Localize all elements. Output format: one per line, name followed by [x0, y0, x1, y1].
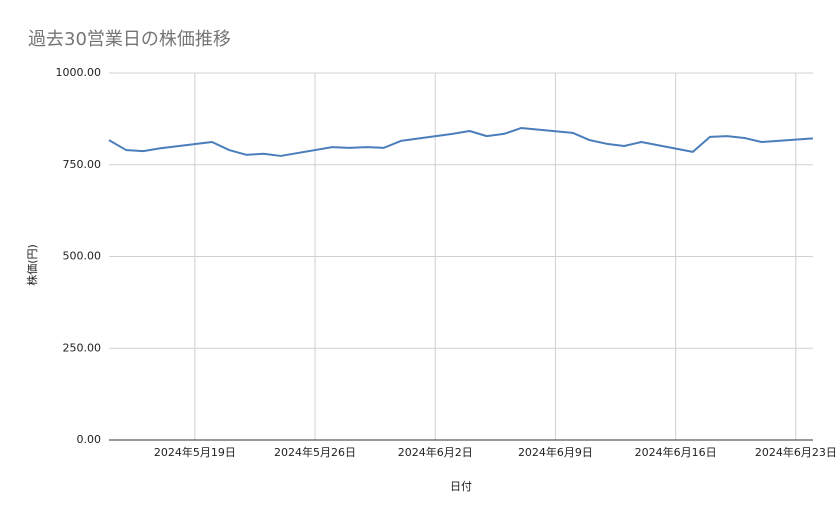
- y-tick-label: 1000.00: [56, 66, 102, 79]
- x-tick-label: 2024年6月9日: [518, 445, 593, 459]
- y-tick-label: 0.00: [77, 433, 102, 446]
- x-axis-label: 日付: [450, 480, 472, 493]
- x-tick-label: 2024年6月16日: [635, 445, 717, 459]
- x-tick-label: 2024年6月23日: [755, 445, 837, 459]
- y-axis-label: 株価(円): [25, 244, 39, 286]
- chart-title: 過去30営業日の株価推移: [28, 29, 231, 50]
- x-tick-label: 2024年6月2日: [398, 445, 473, 459]
- y-tick-label: 500.00: [63, 250, 102, 263]
- y-tick-label: 250.00: [63, 341, 102, 354]
- y-tick-label: 750.00: [63, 158, 102, 171]
- x-tick-label: 2024年5月26日: [274, 445, 356, 459]
- data-line: [108, 127, 814, 157]
- x-tick-label: 2024年5月19日: [154, 445, 236, 459]
